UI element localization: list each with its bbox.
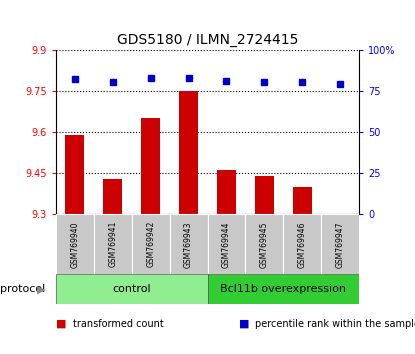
Bar <box>321 214 359 274</box>
Text: GSM769944: GSM769944 <box>222 221 231 268</box>
Bar <box>283 214 321 274</box>
Text: ■: ■ <box>56 319 66 329</box>
Text: ■: ■ <box>239 319 249 329</box>
Bar <box>255 176 274 214</box>
Text: Bcl11b overexpression: Bcl11b overexpression <box>220 284 346 295</box>
Text: protocol: protocol <box>0 284 45 295</box>
Title: GDS5180 / ILMN_2724415: GDS5180 / ILMN_2724415 <box>117 33 298 47</box>
Text: percentile rank within the sample: percentile rank within the sample <box>255 319 415 329</box>
Text: GSM769946: GSM769946 <box>298 221 307 268</box>
Bar <box>132 214 170 274</box>
Text: GSM769941: GSM769941 <box>108 221 117 268</box>
Bar <box>170 214 208 274</box>
Bar <box>293 187 312 214</box>
Bar <box>217 170 236 214</box>
Bar <box>56 274 208 304</box>
Text: GSM769942: GSM769942 <box>146 221 155 268</box>
Bar <box>103 178 122 214</box>
Text: GSM769947: GSM769947 <box>336 221 344 268</box>
Bar <box>208 274 359 304</box>
Text: GSM769940: GSM769940 <box>71 221 79 268</box>
Text: GSM769943: GSM769943 <box>184 221 193 268</box>
Text: ▶: ▶ <box>37 284 46 295</box>
Bar <box>66 135 84 214</box>
Bar <box>56 214 94 274</box>
Text: GSM769945: GSM769945 <box>260 221 269 268</box>
Bar <box>245 214 283 274</box>
Text: transformed count: transformed count <box>73 319 164 329</box>
Text: control: control <box>112 284 151 295</box>
Bar <box>179 91 198 214</box>
Bar <box>141 118 160 214</box>
Bar <box>94 214 132 274</box>
Bar <box>208 214 245 274</box>
